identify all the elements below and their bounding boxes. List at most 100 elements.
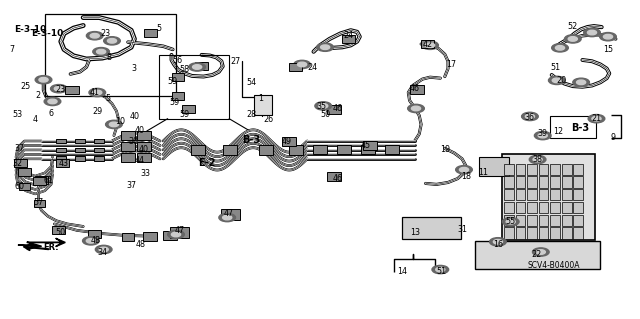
Text: B-3: B-3 xyxy=(242,135,260,145)
Text: 1: 1 xyxy=(259,94,264,103)
Bar xyxy=(18,168,31,176)
Bar xyxy=(95,138,104,143)
Text: 17: 17 xyxy=(446,60,456,69)
Bar xyxy=(527,215,537,226)
Text: 16: 16 xyxy=(493,240,503,249)
Text: E-2: E-2 xyxy=(198,158,216,168)
Text: 53: 53 xyxy=(13,110,23,119)
Bar xyxy=(137,131,151,140)
Circle shape xyxy=(35,76,52,84)
Bar xyxy=(573,164,583,175)
Text: 36: 36 xyxy=(525,113,535,122)
Bar xyxy=(170,226,189,238)
Bar xyxy=(573,202,583,213)
Text: 61: 61 xyxy=(43,176,53,185)
Bar xyxy=(550,227,560,239)
Bar xyxy=(95,147,104,152)
Text: E-3-10: E-3-10 xyxy=(31,29,63,38)
Text: 40: 40 xyxy=(129,112,140,121)
Circle shape xyxy=(106,120,122,129)
Bar xyxy=(504,189,514,200)
Bar xyxy=(385,145,399,154)
Text: 23: 23 xyxy=(100,29,111,38)
Bar xyxy=(56,159,69,167)
Bar xyxy=(562,227,572,239)
Bar xyxy=(527,202,537,213)
Text: 5: 5 xyxy=(105,94,110,103)
Bar xyxy=(363,141,377,150)
Circle shape xyxy=(99,247,108,252)
Circle shape xyxy=(321,45,330,49)
Bar xyxy=(504,202,514,213)
Bar xyxy=(504,164,514,175)
Polygon shape xyxy=(27,238,65,247)
Bar xyxy=(539,202,548,213)
Bar xyxy=(88,230,101,239)
Bar xyxy=(550,189,560,200)
Bar xyxy=(33,177,46,185)
Text: 49: 49 xyxy=(282,137,292,146)
Text: 37: 37 xyxy=(14,144,24,153)
Circle shape xyxy=(223,215,232,220)
Circle shape xyxy=(95,245,112,254)
Text: 50: 50 xyxy=(56,228,66,237)
Text: 9: 9 xyxy=(611,133,616,142)
Bar xyxy=(402,217,461,239)
Bar xyxy=(223,145,237,155)
Bar xyxy=(539,215,548,226)
Bar xyxy=(56,138,65,143)
Bar xyxy=(516,215,525,226)
Bar xyxy=(121,153,135,162)
Text: 31: 31 xyxy=(457,225,467,234)
Circle shape xyxy=(426,43,435,48)
Circle shape xyxy=(600,33,616,41)
Bar xyxy=(539,227,548,239)
Circle shape xyxy=(564,35,581,43)
Bar xyxy=(143,232,157,241)
Bar xyxy=(122,233,134,241)
Circle shape xyxy=(436,267,445,272)
Bar xyxy=(550,164,560,175)
Bar xyxy=(282,137,296,146)
Bar xyxy=(172,92,184,100)
Bar xyxy=(562,202,572,213)
Circle shape xyxy=(490,238,506,246)
Bar xyxy=(259,145,273,155)
Circle shape xyxy=(456,166,472,174)
Text: 59: 59 xyxy=(169,98,179,107)
Text: 55: 55 xyxy=(506,217,516,226)
Text: 15: 15 xyxy=(603,45,613,54)
Bar xyxy=(550,202,560,213)
Bar xyxy=(539,189,548,200)
Text: 58: 58 xyxy=(179,65,189,74)
Bar xyxy=(327,105,341,114)
Text: 44: 44 xyxy=(134,156,145,165)
Bar xyxy=(121,131,135,140)
Text: 34: 34 xyxy=(97,248,108,256)
Text: 20: 20 xyxy=(557,76,567,85)
Bar xyxy=(172,73,184,81)
Bar xyxy=(527,164,537,175)
Text: 29: 29 xyxy=(92,107,102,116)
Text: 3: 3 xyxy=(132,64,137,73)
Bar xyxy=(56,147,65,152)
Circle shape xyxy=(573,78,589,86)
Circle shape xyxy=(506,219,515,224)
Bar xyxy=(221,209,240,220)
Text: 5: 5 xyxy=(156,24,161,33)
Bar xyxy=(573,227,583,239)
Circle shape xyxy=(538,133,547,138)
Bar xyxy=(327,172,341,181)
Text: 38: 38 xyxy=(532,155,543,164)
Text: 13: 13 xyxy=(410,228,420,237)
Circle shape xyxy=(54,86,63,91)
Text: 30: 30 xyxy=(128,137,138,146)
Circle shape xyxy=(408,104,424,113)
Text: 12: 12 xyxy=(553,127,563,136)
Bar xyxy=(550,215,560,226)
Text: 47: 47 xyxy=(224,209,234,218)
Circle shape xyxy=(422,41,438,49)
Bar xyxy=(573,215,583,226)
Text: 24: 24 xyxy=(344,31,354,40)
Text: 32: 32 xyxy=(13,159,23,168)
